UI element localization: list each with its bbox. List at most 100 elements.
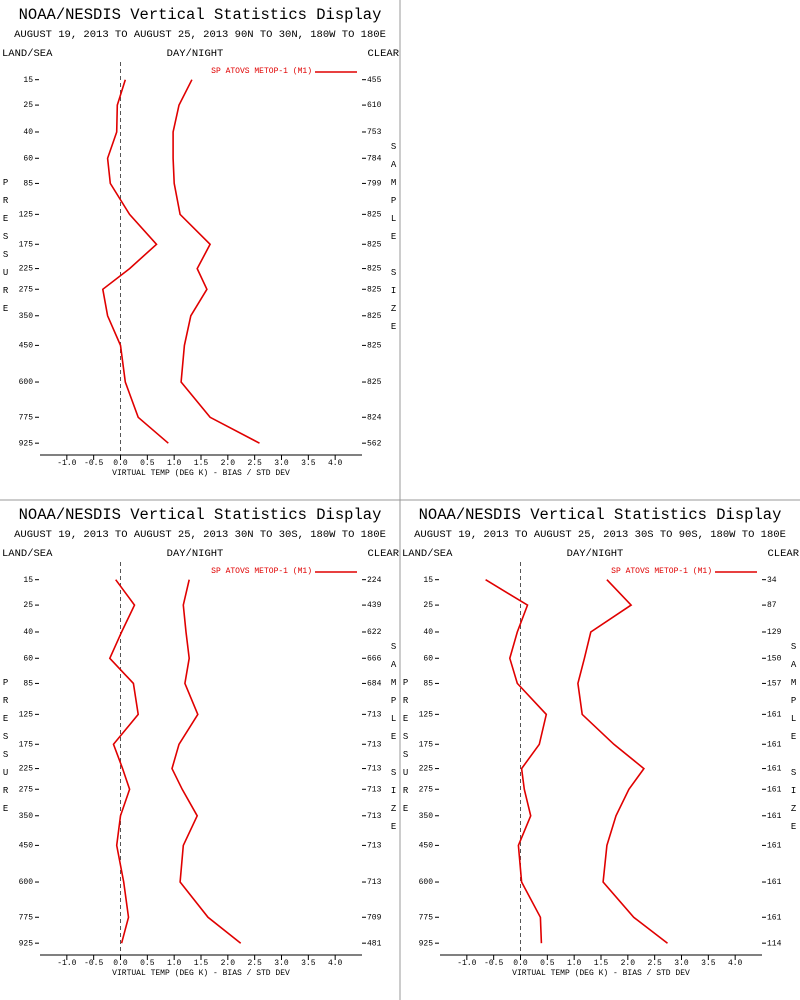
sample-size-label: 481	[367, 939, 382, 948]
x-axis-label: VIRTUAL TEMP (DEG K) - BIAS / STD DEV	[512, 969, 690, 978]
legend-label: SP ATOVS METOP-1 (M1)	[611, 567, 712, 576]
panel: NOAA/NESDIS Vertical Statistics Display A…	[401, 506, 800, 978]
sample-size-label: 161	[767, 913, 782, 922]
y-tick-label: 350	[19, 812, 34, 821]
y-tick-label: 275	[19, 785, 34, 794]
y-tick-label: 925	[19, 939, 34, 948]
sample-size-label: 825	[367, 240, 382, 249]
y-tick-label: 225	[19, 265, 34, 274]
x-tick-label: 0.5	[540, 959, 555, 968]
series-line	[171, 579, 242, 944]
clear-label: CLEAR	[767, 548, 799, 560]
y-tick-label: 925	[19, 439, 34, 448]
x-tick-label: 2.0	[221, 959, 236, 968]
subtitle: AUGUST 19, 2013 TO AUGUST 25, 2013 30N T…	[14, 529, 386, 541]
y2-axis-label: SAMPLE SIZE	[389, 142, 399, 340]
sample-size-label: 824	[367, 413, 382, 422]
y-tick-label: 15	[23, 76, 33, 85]
y-axis-label: PRESSURE	[1, 678, 11, 822]
y-tick-label: 85	[23, 680, 33, 689]
x-tick-label: 4.0	[728, 959, 743, 968]
y-tick-label: 925	[419, 939, 434, 948]
y-tick-label: 125	[419, 710, 434, 719]
sample-size-label: 455	[367, 76, 382, 85]
panel: NOAA/NESDIS Vertical Statistics Display A…	[1, 6, 400, 478]
x-tick-label: 1.0	[167, 459, 182, 468]
x-tick-label: 1.5	[194, 459, 209, 468]
sample-size-label: 825	[367, 312, 382, 321]
sample-size-label: 150	[767, 654, 782, 663]
sample-size-label: 825	[367, 210, 382, 219]
series-line	[577, 579, 668, 944]
legend-label: SP ATOVS METOP-1 (M1)	[211, 567, 312, 576]
x-tick-label: 3.0	[274, 459, 289, 468]
sample-size-label: 713	[367, 785, 382, 794]
x-tick-label: 2.5	[247, 959, 262, 968]
x-tick-label: 3.5	[301, 459, 316, 468]
sample-size-label: 825	[367, 378, 382, 387]
sample-size-label: 622	[367, 628, 382, 637]
y-tick-label: 225	[419, 765, 434, 774]
y-tick-label: 25	[23, 101, 33, 110]
sample-size-label: 713	[367, 842, 382, 851]
y-tick-label: 25	[423, 601, 433, 610]
clear-label: CLEAR	[367, 548, 399, 560]
title: NOAA/NESDIS Vertical Statistics Display	[419, 506, 782, 524]
sample-size-label: 129	[767, 628, 782, 637]
x-tick-label: 2.5	[647, 959, 662, 968]
y-tick-label: 600	[419, 878, 434, 887]
y-tick-label: 25	[23, 601, 33, 610]
subtitle: AUGUST 19, 2013 TO AUGUST 25, 2013 30S T…	[414, 529, 786, 541]
sample-size-label: 161	[767, 710, 782, 719]
series-line	[108, 579, 140, 944]
y-tick-label: 60	[23, 154, 33, 163]
x-tick-label: 0.0	[113, 959, 128, 968]
y-tick-label: 15	[423, 576, 433, 585]
series-line	[172, 79, 260, 444]
y-tick-label: 175	[419, 740, 434, 749]
sample-size-label: 713	[367, 740, 382, 749]
sample-size-label: 713	[367, 765, 382, 774]
y-tick-label: 600	[19, 878, 34, 887]
y-tick-label: 350	[19, 312, 34, 321]
sample-size-label: 825	[367, 285, 382, 294]
y-tick-label: 450	[419, 842, 434, 851]
y-axis-label: PRESSURE	[1, 178, 11, 322]
y-tick-label: 450	[19, 342, 34, 351]
series-line	[101, 79, 169, 444]
sample-size-label: 439	[367, 601, 382, 610]
sample-size-label: 114	[767, 939, 782, 948]
land-sea-label: LAND/SEA	[2, 48, 53, 60]
clear-label: CLEAR	[367, 48, 399, 60]
y-tick-label: 60	[23, 654, 33, 663]
x-tick-label: -0.5	[84, 959, 103, 968]
sample-size-label: 87	[767, 601, 777, 610]
x-tick-label: 2.0	[221, 459, 236, 468]
sample-size-label: 753	[367, 128, 382, 137]
x-tick-label: 1.5	[194, 959, 209, 968]
x-tick-label: -1.0	[457, 959, 476, 968]
sample-size-label: 825	[367, 342, 382, 351]
x-tick-label: 3.5	[301, 959, 316, 968]
x-tick-label: 0.5	[140, 459, 155, 468]
sample-size-label: 161	[767, 740, 782, 749]
x-tick-label: -0.5	[484, 959, 503, 968]
y-tick-label: 175	[19, 240, 34, 249]
y-tick-label: 40	[23, 128, 33, 137]
y-tick-label: 15	[23, 576, 33, 585]
y-tick-label: 40	[23, 628, 33, 637]
y-tick-label: 40	[423, 628, 433, 637]
sample-size-label: 684	[367, 680, 382, 689]
title: NOAA/NESDIS Vertical Statistics Display	[19, 6, 382, 24]
day-night-label: DAY/NIGHT	[567, 548, 624, 560]
legend-label: SP ATOVS METOP-1 (M1)	[211, 67, 312, 76]
y-tick-label: 60	[423, 654, 433, 663]
y-tick-label: 450	[19, 842, 34, 851]
x-tick-label: 0.0	[113, 459, 128, 468]
y-tick-label: 85	[23, 180, 33, 189]
x-axis-label: VIRTUAL TEMP (DEG K) - BIAS / STD DEV	[112, 469, 290, 478]
title: NOAA/NESDIS Vertical Statistics Display	[19, 506, 382, 524]
x-tick-label: 2.5	[247, 459, 262, 468]
sample-size-label: 610	[367, 101, 382, 110]
y-tick-label: 600	[19, 378, 34, 387]
